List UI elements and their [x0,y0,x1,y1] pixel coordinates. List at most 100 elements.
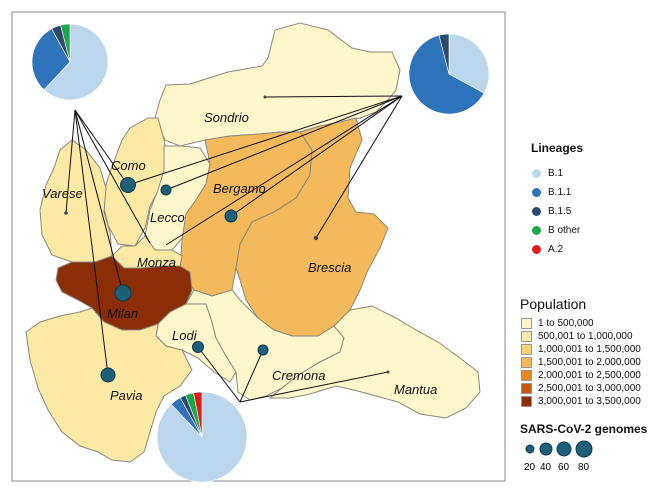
size-label: 60 [558,462,570,473]
population-legend-item: 1 to 500,000 [521,318,594,329]
genomes-legend-title: SARS-CoV-2 genomes [520,422,648,436]
population-label: 3,000,001 to 3,500,000 [538,396,641,407]
label-como: Como [111,158,146,173]
genome-marker-lecco [160,184,172,196]
connector-line [264,95,403,98]
label-lecco: Lecco [150,210,185,225]
population-label: 1,000,001 to 1,500,000 [538,344,641,355]
connector-line [230,95,403,217]
connector-line [74,109,124,294]
label-sondrio: Sondrio [204,110,249,125]
connector-line [239,371,389,403]
pie-chart-west [31,23,109,101]
pie-slice-b-1 [43,23,109,101]
population-label: 1 to 500,000 [538,318,594,329]
genome-marker-bergamo [224,209,238,223]
province-sondrio [154,22,401,147]
lineage-swatch [532,169,541,178]
province-dot-mantua [386,370,390,374]
province-labels: Sondrio Como Varese Lecco Bergamo Bresci… [42,110,437,403]
population-swatch [521,331,532,342]
population-swatch [521,357,532,368]
lineage-legend-item: A.2 [532,244,563,255]
label-pavia: Pavia [110,388,143,403]
label-milan: Milan [107,306,138,321]
connector-line [197,346,241,403]
population-legend-item: 1,000,001 to 1,500,000 [521,344,641,355]
population-label: 2,500,001 to 3,000,000 [538,383,641,394]
size-marker-20 [525,444,535,454]
pie-chart-south [156,391,248,483]
connector-lines [65,95,403,403]
population-legend-title: Population [520,296,587,312]
lineage-label: B other [548,225,581,236]
lineage-swatch [532,188,541,197]
label-varese: Varese [42,186,83,201]
label-brescia: Brescia [308,260,351,275]
size-label: 20 [524,462,536,473]
label-bergamo: Bergamo [213,181,266,196]
population-legend-item: 3,000,001 to 3,500,000 [521,396,641,407]
lineage-label: B.1 [548,168,564,179]
population-legend-item: 1,500,001 to 2,000,000 [521,357,641,368]
lineage-legend-item: B.1.1 [532,187,571,198]
province-mantua [268,305,481,419]
connector-line [65,109,76,214]
population-swatch [521,370,532,381]
population-legend-item: 2,000,001 to 2,500,000 [521,370,641,381]
population-swatch [521,383,532,394]
connector-line [74,109,129,186]
label-cremona: Cremona [272,368,325,383]
lineage-legend-item: B.1.5 [532,206,571,217]
population-legend-item: 2,500,001 to 3,000,000 [521,383,641,394]
pie-slice-a-2 [193,391,203,438]
connector-line [239,349,264,403]
population-swatch [521,396,532,407]
connector-line [165,95,403,246]
genomes-size-legend: 20 40 60 80 [524,440,593,473]
province-pavia [25,307,193,463]
genome-marker-cremona [257,344,269,356]
label-mantua: Mantua [394,382,437,397]
connector-line [315,95,403,239]
size-label: 40 [540,462,552,473]
label-monza: Monza [137,255,176,270]
population-swatch [521,344,532,355]
size-marker-80 [575,440,593,458]
genome-marker-lodi [192,341,204,353]
population-swatch [521,318,532,329]
lineage-swatch [532,207,541,216]
population-label: 1,500,001 to 2,000,000 [538,357,641,368]
lineages-legend-title: Lineages [531,141,584,155]
genome-marker-pavia [100,367,116,383]
lineage-label: B.1.1 [548,187,572,198]
pie-slice-b-other [60,23,71,63]
pie-chart-east [408,33,490,115]
pie-slice-b-1-5 [438,33,450,75]
size-label: 80 [578,462,590,473]
province-dot-brescia [313,235,319,241]
province-dot-varese [64,211,68,215]
province-dot-sondrio [263,95,267,99]
pie-slice-b-1 [448,33,490,94]
lineage-label: B.1.5 [548,206,572,217]
pie-slice-b-1-1 [31,28,71,91]
pie-slice-b-1-1 [408,34,485,115]
lineage-legend-item: B.1 [532,168,563,179]
lineage-label: A.2 [548,244,564,255]
connector-line [165,95,403,191]
population-label: 2,000,001 to 2,500,000 [538,370,641,381]
population-label: 500,001 to 1,000,000 [538,331,633,342]
population-legend-item: 500,001 to 1,000,000 [521,331,633,342]
connector-line [74,109,151,244]
lineage-swatch [532,245,541,254]
connector-line [127,95,403,186]
small-markers [64,95,390,374]
label-lodi: Lodi [172,328,198,343]
size-marker-60 [556,441,572,457]
lineage-legend-item: B other [532,225,580,236]
genome-marker-milan [114,284,132,302]
size-marker-40 [539,442,553,456]
genome-marker-como [120,177,136,193]
